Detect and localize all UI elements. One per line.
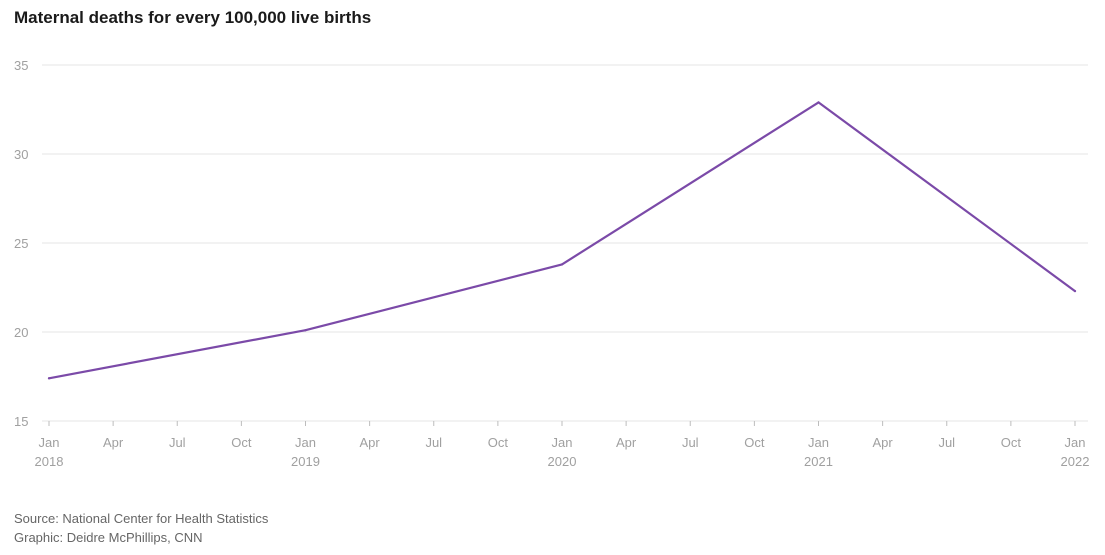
- data-point: [1073, 289, 1077, 293]
- data-point: [47, 377, 51, 380]
- x-tick-month-label: Jul: [425, 435, 442, 450]
- x-tick-month-label: Jul: [938, 435, 955, 450]
- x-tick-year-label: 2018: [35, 454, 64, 469]
- y-tick-label: 15: [14, 414, 28, 429]
- x-tick-month-label: Jan: [552, 435, 573, 450]
- x-tick-month-label: Jan: [1065, 435, 1086, 450]
- chart-title: Maternal deaths for every 100,000 live b…: [14, 8, 372, 27]
- source-text: Source: National Center for Health Stati…: [14, 511, 269, 526]
- maternal-deaths-line-chart: 15 20 25 30 35 Jan 2018 Apr Jul Oct Jan 2019 Apr Jul…: [14, 58, 1090, 469]
- x-tick-month-label: Apr: [360, 435, 381, 450]
- x-tick-month-label: Jan: [295, 435, 316, 450]
- data-point: [304, 329, 307, 332]
- x-tick-month-label: Oct: [231, 435, 252, 450]
- series-layer: [47, 101, 1077, 380]
- x-tick-month-label: Oct: [488, 435, 509, 450]
- x-tick-month-label: Jan: [39, 435, 60, 450]
- x-tick-month-label: Apr: [103, 435, 124, 450]
- gridlines: [42, 64, 1088, 422]
- y-tick-label: 25: [14, 236, 28, 251]
- x-tick-month-label: Jan: [808, 435, 829, 450]
- x-tick-month-label: Apr: [616, 435, 637, 450]
- data-point: [560, 263, 564, 266]
- series-line-0: [47, 101, 1077, 380]
- y-axis-ticks: 15 20 25 30 35: [14, 58, 28, 429]
- x-tick-year-label: 2019: [291, 454, 320, 469]
- x-tick-year-label: 2022: [1061, 454, 1090, 469]
- source-note: Source: National Center for Health Stati…: [14, 509, 268, 547]
- x-axis-ticks: Jan 2018 Apr Jul Oct Jan 2019 Apr Jul Oct Jan 2020 A…: [35, 421, 1090, 469]
- x-tick-month-label: Jul: [169, 435, 186, 450]
- x-tick-year-label: 2020: [548, 454, 577, 469]
- x-tick-month-label: Oct: [1001, 435, 1022, 450]
- credit-text: Graphic: Deidre McPhillips, CNN: [14, 530, 203, 545]
- x-tick-month-label: Oct: [744, 435, 765, 450]
- x-tick-month-label: Apr: [873, 435, 894, 450]
- data-point: [817, 101, 820, 104]
- x-tick-month-label: Jul: [682, 435, 699, 450]
- y-tick-label: 30: [14, 147, 28, 162]
- y-tick-label: 35: [14, 58, 28, 73]
- x-tick-year-label: 2021: [804, 454, 833, 469]
- y-tick-label: 20: [14, 325, 28, 340]
